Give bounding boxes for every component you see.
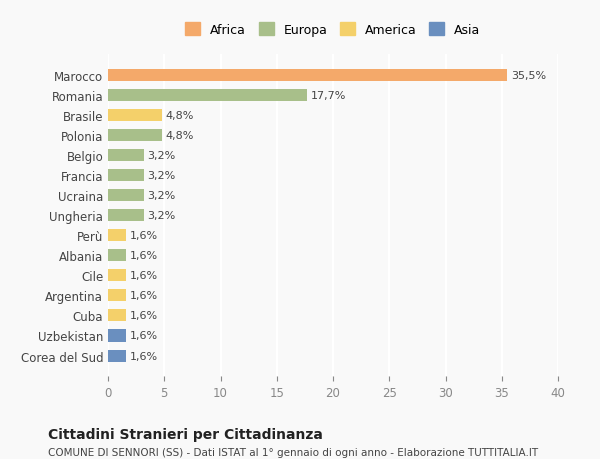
Bar — [108, 70, 508, 82]
Text: 35,5%: 35,5% — [511, 71, 546, 81]
Bar — [108, 350, 126, 362]
Bar — [108, 270, 126, 282]
Bar — [108, 330, 126, 342]
Bar — [108, 250, 126, 262]
Text: 3,2%: 3,2% — [148, 171, 176, 181]
Text: Cittadini Stranieri per Cittadinanza: Cittadini Stranieri per Cittadinanza — [48, 427, 323, 441]
Bar — [108, 150, 144, 162]
Bar — [108, 170, 144, 182]
Bar — [108, 310, 126, 322]
Text: 1,6%: 1,6% — [130, 351, 157, 361]
Bar — [108, 290, 126, 302]
Text: 4,8%: 4,8% — [166, 111, 194, 121]
Text: 1,6%: 1,6% — [130, 331, 157, 341]
Text: 1,6%: 1,6% — [130, 311, 157, 321]
Text: 4,8%: 4,8% — [166, 131, 194, 141]
Text: COMUNE DI SENNORI (SS) - Dati ISTAT al 1° gennaio di ogni anno - Elaborazione TU: COMUNE DI SENNORI (SS) - Dati ISTAT al 1… — [48, 448, 538, 458]
Text: 3,2%: 3,2% — [148, 151, 176, 161]
Text: 1,6%: 1,6% — [130, 291, 157, 301]
Bar — [108, 190, 144, 202]
Text: 1,6%: 1,6% — [130, 231, 157, 241]
Bar — [108, 130, 162, 142]
Text: 1,6%: 1,6% — [130, 251, 157, 261]
Legend: Africa, Europa, America, Asia: Africa, Europa, America, Asia — [182, 20, 484, 41]
Bar — [108, 90, 307, 102]
Text: 3,2%: 3,2% — [148, 211, 176, 221]
Text: 1,6%: 1,6% — [130, 271, 157, 281]
Bar — [108, 230, 126, 242]
Bar — [108, 210, 144, 222]
Bar — [108, 110, 162, 122]
Text: 17,7%: 17,7% — [311, 91, 346, 101]
Text: 3,2%: 3,2% — [148, 191, 176, 201]
